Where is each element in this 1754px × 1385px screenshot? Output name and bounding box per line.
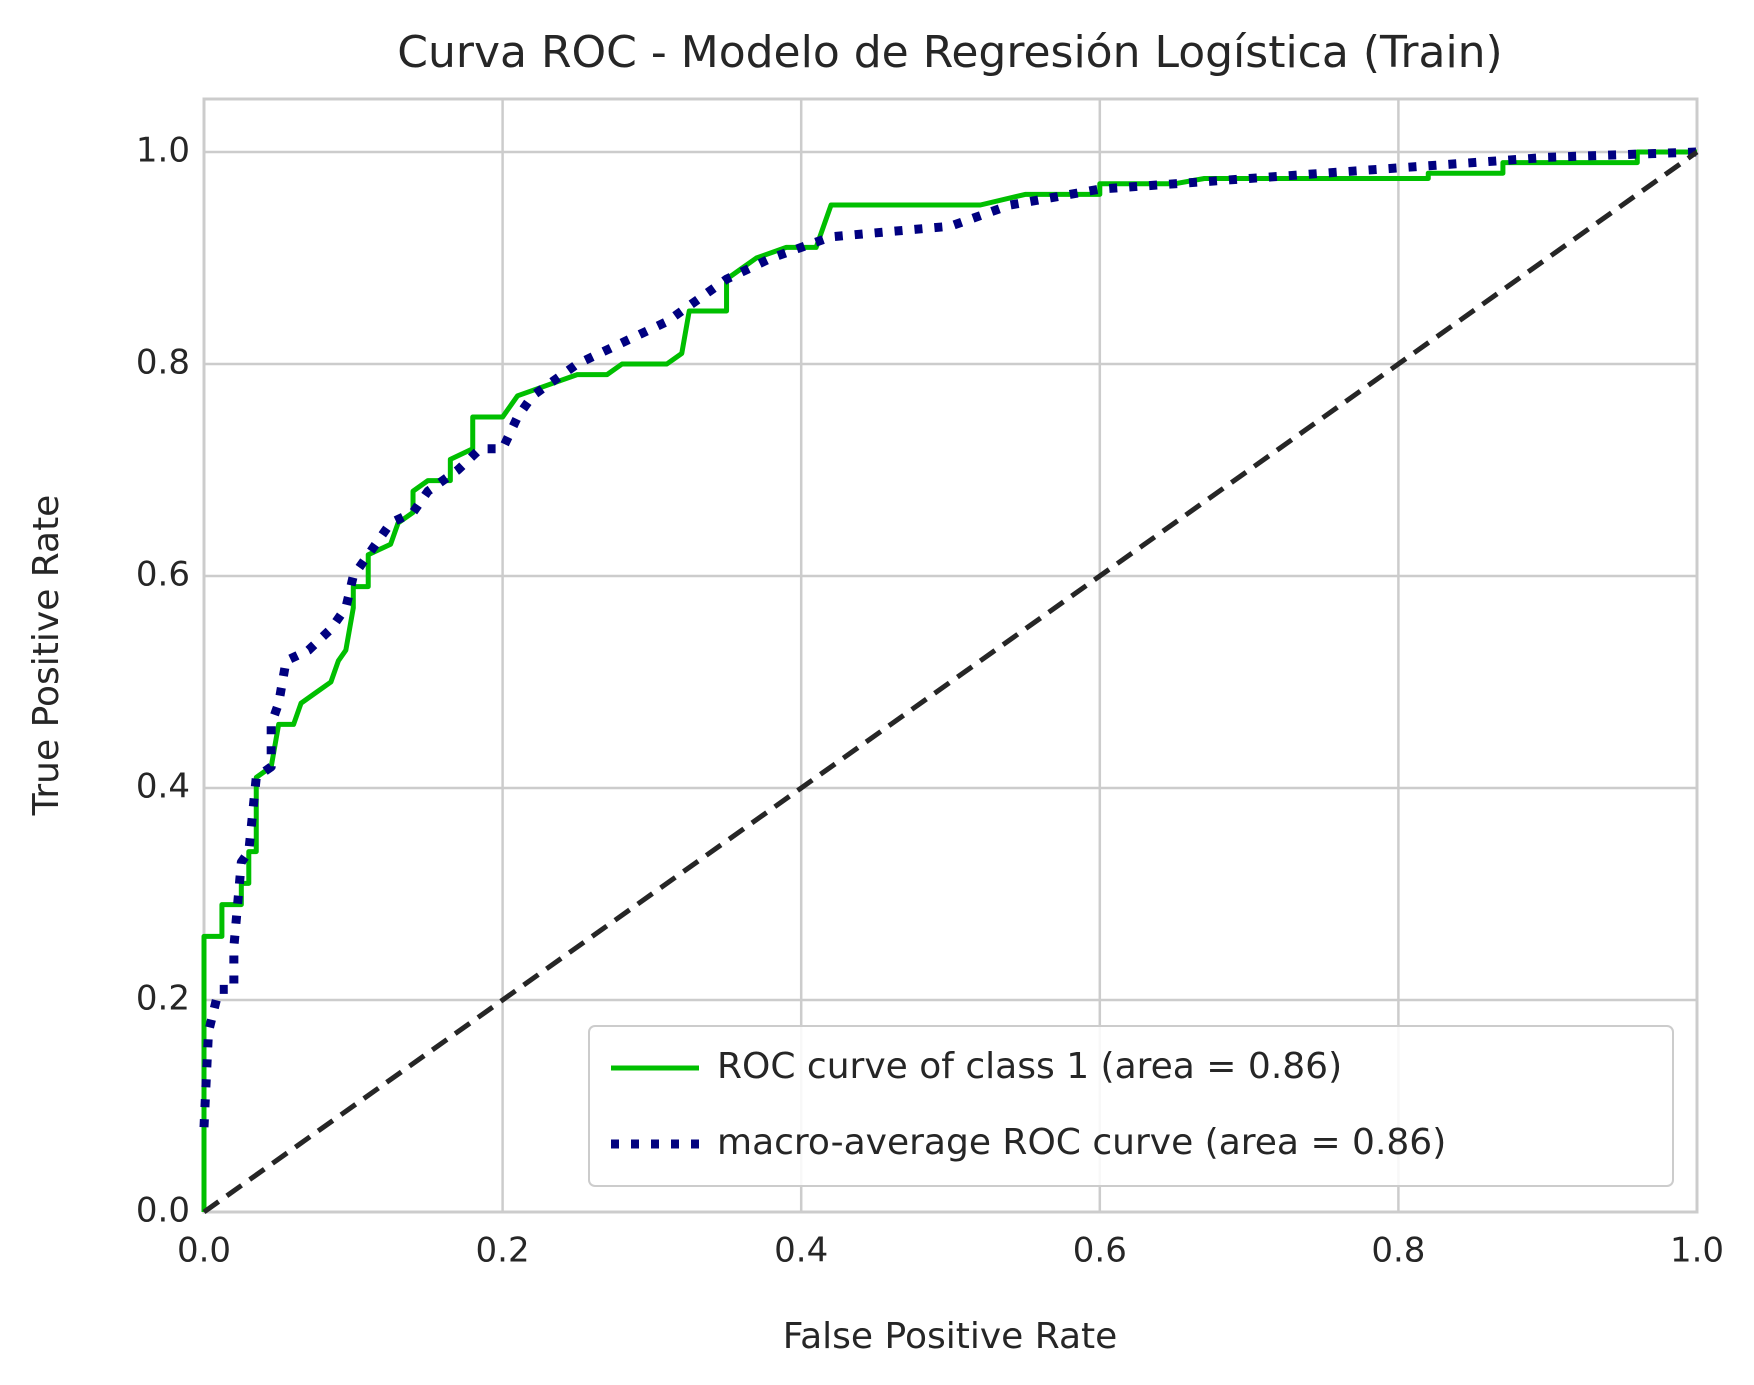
- y-tick-label: 0.4: [136, 767, 190, 807]
- reference-line: [202, 149, 1699, 1215]
- legend-label: macro-average ROC curve (area = 0.86): [717, 1122, 1446, 1163]
- y-tick-label: 0.8: [136, 343, 190, 383]
- y-tick-label: 0.0: [136, 1191, 190, 1231]
- legend-label: ROC curve of class 1 (area = 0.86): [717, 1046, 1342, 1087]
- x-tick-label: 0.8: [1371, 1231, 1425, 1271]
- y-tick-label: 0.2: [136, 979, 190, 1019]
- y-axis-label: True Positive Rate: [26, 495, 67, 817]
- x-tick-label: 0.6: [1073, 1231, 1127, 1271]
- y-tick-label: 0.6: [136, 555, 190, 595]
- chart-title: Curva ROC - Modelo de Regresión Logístic…: [397, 27, 1502, 78]
- x-tick-label: 0.2: [476, 1231, 530, 1271]
- x-tick-label: 1.0: [1670, 1231, 1724, 1271]
- plot-frame: [202, 97, 1699, 1214]
- x-tick-label: 0.0: [177, 1231, 231, 1271]
- x-tick-label: 0.4: [774, 1231, 828, 1271]
- roc-line: [199, 147, 1698, 1128]
- y-tick-label: 1.0: [136, 131, 190, 171]
- legend-box: [588, 1025, 1674, 1187]
- x-axis-label: False Positive Rate: [783, 1316, 1118, 1357]
